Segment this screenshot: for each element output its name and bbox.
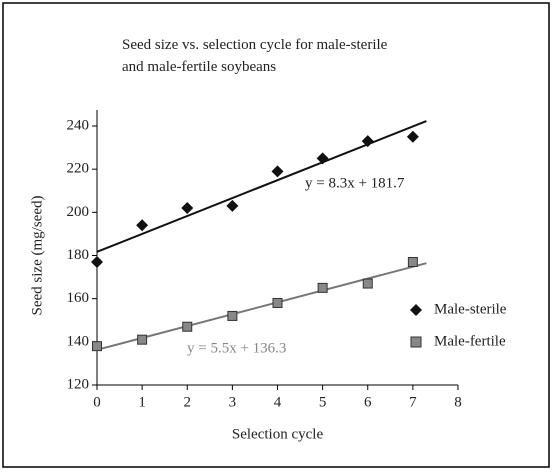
y-tick-label: 140 [67,333,90,349]
legend-marker [410,304,422,316]
y-tick-label: 160 [67,290,90,306]
x-tick-label: 6 [364,394,372,410]
point [137,334,148,345]
trend-label: y = 8.3x + 181.7 [305,175,405,191]
trend-line [96,262,427,351]
legend-label: Male-fertile [434,333,506,349]
chart-title: Seed size vs. selection cycle for male-s… [122,37,388,75]
point [226,199,239,212]
x-tick-label: 1 [138,394,146,410]
x-tick-label: 7 [409,394,417,410]
x-tick-label: 8 [454,394,462,410]
point [317,282,328,293]
x-tick-label: 5 [319,394,327,410]
x-tick-label: 2 [184,394,192,410]
point [271,165,284,178]
x-tick-label: 0 [93,394,101,410]
x-tick-label: 4 [274,394,282,410]
y-tick-label: 240 [67,117,90,133]
title-line: Seed size vs. selection cycle for male-s… [122,37,388,53]
point [316,152,329,165]
point [182,321,193,332]
point [136,219,149,232]
y-tick-label: 120 [67,376,90,392]
legend-marker [410,336,422,348]
y-axis-label: Seed size (mg/seed) [29,196,45,316]
point [407,256,418,267]
point [361,135,374,148]
point [406,130,419,143]
trend-label: y = 5.5x + 136.3 [187,340,286,356]
y-tick-label: 200 [67,204,90,220]
point [227,310,238,321]
point [91,255,103,268]
x-axis-label: Selection cycle [232,426,324,442]
point [362,278,373,289]
legend-label: Male-sterile [434,301,507,317]
point [92,341,102,352]
y-tick-label: 180 [67,247,90,263]
point [181,202,194,215]
point [272,297,283,308]
title-line: and male-fertile soybeans [122,59,276,75]
y-tick-label: 220 [67,161,90,177]
x-tick-label: 3 [229,394,237,410]
